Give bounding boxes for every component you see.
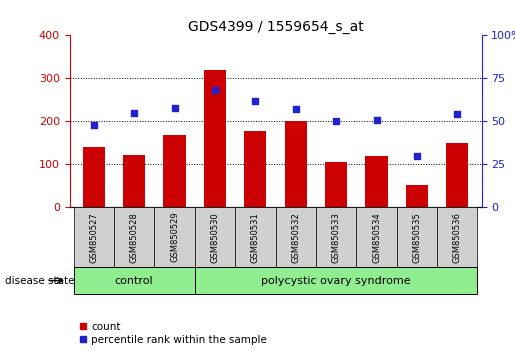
Text: GSM850535: GSM850535 bbox=[413, 212, 421, 263]
Point bbox=[291, 107, 300, 112]
Bar bbox=[154, 207, 195, 267]
Point bbox=[453, 112, 461, 117]
Point bbox=[211, 87, 219, 93]
Point bbox=[251, 98, 260, 103]
Bar bbox=[74, 207, 114, 267]
Bar bbox=[74, 267, 195, 294]
Text: polycystic ovary syndrome: polycystic ovary syndrome bbox=[261, 275, 411, 286]
Bar bbox=[244, 131, 266, 207]
Bar bbox=[437, 207, 477, 267]
Bar bbox=[204, 70, 226, 207]
Point bbox=[372, 117, 381, 122]
Title: GDS4399 / 1559654_s_at: GDS4399 / 1559654_s_at bbox=[187, 21, 364, 34]
Text: GSM850527: GSM850527 bbox=[89, 212, 98, 263]
Bar bbox=[114, 207, 154, 267]
Bar bbox=[356, 207, 397, 267]
Text: GSM850528: GSM850528 bbox=[130, 212, 139, 263]
Point bbox=[170, 105, 179, 110]
Point bbox=[332, 118, 340, 124]
Bar bbox=[195, 207, 235, 267]
Text: GSM850531: GSM850531 bbox=[251, 212, 260, 263]
Point bbox=[130, 110, 138, 115]
Text: GSM850529: GSM850529 bbox=[170, 212, 179, 263]
Bar bbox=[316, 207, 356, 267]
Bar bbox=[235, 207, 276, 267]
Text: GSM850533: GSM850533 bbox=[332, 212, 340, 263]
Bar bbox=[397, 207, 437, 267]
Bar bbox=[276, 207, 316, 267]
Text: GSM850534: GSM850534 bbox=[372, 212, 381, 263]
Bar bbox=[163, 135, 185, 207]
Bar bbox=[406, 185, 428, 207]
Bar bbox=[123, 155, 145, 207]
Bar bbox=[325, 162, 347, 207]
Bar bbox=[446, 143, 469, 207]
Point bbox=[413, 153, 421, 159]
Text: control: control bbox=[115, 275, 153, 286]
Bar bbox=[366, 156, 388, 207]
Text: GSM850532: GSM850532 bbox=[291, 212, 300, 263]
Text: disease state: disease state bbox=[5, 275, 75, 286]
Point bbox=[90, 122, 98, 127]
Bar bbox=[285, 121, 307, 207]
Bar bbox=[82, 147, 105, 207]
Bar bbox=[195, 267, 477, 294]
Legend: count, percentile rank within the sample: count, percentile rank within the sample bbox=[75, 317, 271, 349]
Text: GSM850530: GSM850530 bbox=[211, 212, 219, 263]
Text: GSM850536: GSM850536 bbox=[453, 212, 462, 263]
